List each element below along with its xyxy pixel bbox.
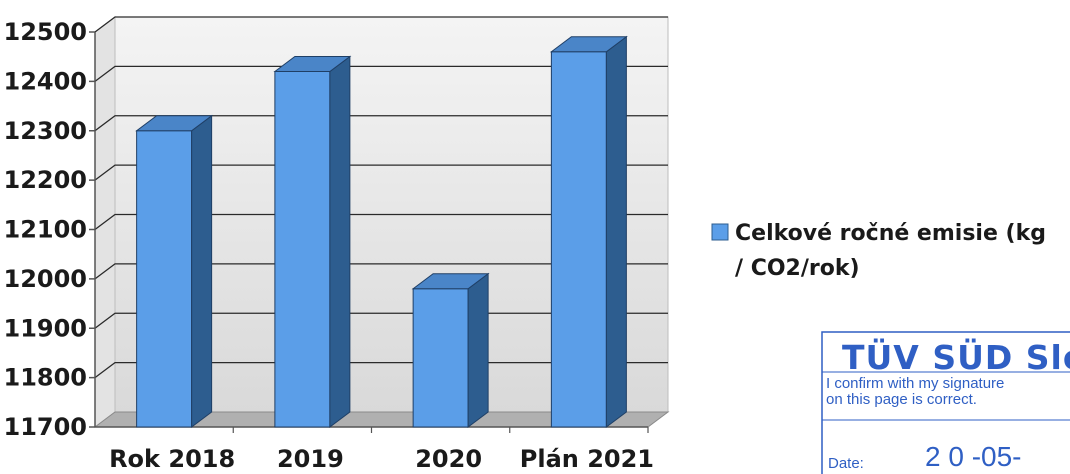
y-tick-label: 12100 bbox=[4, 216, 88, 244]
x-category-label: 2019 bbox=[277, 445, 344, 473]
stamp-frame bbox=[821, 331, 1070, 474]
gridline bbox=[94, 65, 668, 82]
stamp-line2: on this page is correct. bbox=[826, 391, 977, 408]
bar-front bbox=[550, 51, 607, 428]
gridline bbox=[94, 213, 668, 231]
bar-top bbox=[549, 36, 628, 53]
y-tick-label: 12400 bbox=[4, 67, 88, 95]
plot-area bbox=[93, 16, 670, 428]
legend-label-line2: / CO2/rok) bbox=[735, 256, 860, 281]
y-tick-label: 12200 bbox=[4, 166, 88, 194]
legend-swatch bbox=[711, 223, 729, 241]
bar bbox=[549, 35, 628, 428]
y-tick-label: 12000 bbox=[4, 265, 88, 293]
y-tick-label: 12300 bbox=[4, 117, 88, 145]
bar-front bbox=[412, 288, 469, 428]
bar-side bbox=[329, 55, 351, 428]
x-axis-categories: Rok 2018 2019 2020 Plán 2021 bbox=[109, 427, 654, 473]
bar-front bbox=[136, 130, 193, 428]
y-tick-label: 11800 bbox=[4, 364, 88, 392]
gridline bbox=[94, 164, 668, 181]
stamp-line1: I confirm with my signature bbox=[826, 375, 1004, 392]
legend-label-line1: Celkové ročné emisie (kg bbox=[735, 221, 1046, 246]
bars bbox=[135, 35, 628, 428]
bar-front bbox=[274, 71, 331, 428]
stamp-title: TÜV SÜD Slov bbox=[842, 337, 1070, 377]
y-axis-ticks: 11700 11800 11900 12000 12100 12200 12300 12400… bbox=[4, 18, 95, 441]
y-tick-label: 11900 bbox=[4, 314, 88, 342]
bar-top bbox=[273, 56, 352, 72]
gridline bbox=[94, 115, 668, 132]
y-tick-label: 11700 bbox=[4, 413, 88, 441]
bar-top bbox=[411, 273, 490, 290]
certification-stamp: TÜV SÜD Slov I confirm with my signature… bbox=[821, 331, 1070, 474]
bar-side bbox=[605, 35, 627, 428]
legend: Celkové ročné emisie (kg / CO2/rok) bbox=[711, 221, 1046, 281]
x-category-label: 2020 bbox=[415, 445, 482, 473]
stamp-date-label: Date: bbox=[828, 455, 864, 472]
x-category-label: Rok 2018 bbox=[109, 445, 235, 473]
bar bbox=[273, 55, 352, 428]
bar-side bbox=[191, 114, 213, 428]
bar-side bbox=[467, 272, 489, 428]
gridline bbox=[94, 263, 668, 280]
gridline bbox=[94, 16, 668, 33]
stamp-date-value: 2 0 -05- bbox=[925, 441, 1022, 472]
y-tick-label: 12500 bbox=[4, 18, 88, 46]
bar bbox=[135, 114, 214, 428]
bar bbox=[411, 272, 490, 428]
bar-top bbox=[135, 115, 214, 132]
x-category-label: Plán 2021 bbox=[520, 445, 654, 473]
